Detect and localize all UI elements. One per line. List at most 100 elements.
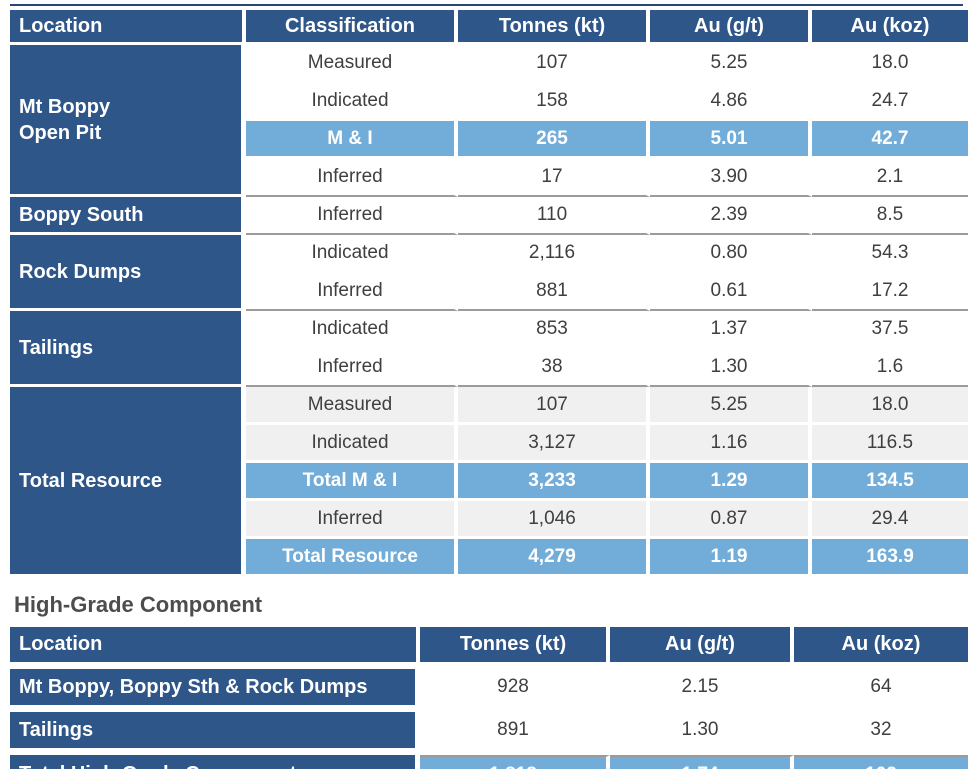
tonnes-cell: 158 xyxy=(458,83,650,121)
table-row: Inferred 38 1.30 1.6 xyxy=(10,349,968,387)
col-header-classification: Classification xyxy=(246,10,458,45)
au-gt-cell: 1.30 xyxy=(650,349,812,387)
classification-cell: Total M & I xyxy=(246,463,458,501)
au-gt-cell: 0.61 xyxy=(650,273,812,311)
au-koz-cell: 116.5 xyxy=(812,425,968,463)
location-cell-tailings: Tailings xyxy=(10,311,246,387)
tonnes-cell: 17 xyxy=(458,159,650,197)
tonnes-cell: 3,233 xyxy=(458,463,650,501)
au-koz-cell: 24.7 xyxy=(812,83,968,121)
classification-cell: Inferred xyxy=(246,501,458,539)
au-koz-cell: 17.2 xyxy=(812,273,968,311)
classification-cell: Measured xyxy=(246,387,458,425)
table-row: Tailings Indicated 853 1.37 37.5 xyxy=(10,311,968,387)
classification-cell: Inferred xyxy=(246,197,458,235)
tonnes-cell: 4,279 xyxy=(458,539,650,577)
tonnes-cell: 881 xyxy=(458,273,650,311)
high-grade-table: Location Tonnes (kt) Au (g/t) Au (koz) M… xyxy=(10,627,968,769)
location-cell-mt-boppy-sth-dumps: Mt Boppy, Boppy Sth & Rock Dumps xyxy=(10,669,420,712)
au-gt-cell: 5.01 xyxy=(650,121,812,159)
classification-cell: Indicated xyxy=(246,311,458,349)
classification-cell: Indicated xyxy=(246,425,458,463)
table-row-highlight: Total High-Grade Component 1,818 1.74 10… xyxy=(10,755,968,769)
col-header-location: Location xyxy=(10,10,246,45)
au-gt-cell: 2.15 xyxy=(610,669,794,712)
tonnes-cell: 265 xyxy=(458,121,650,159)
au-koz-cell: 18.0 xyxy=(812,387,968,425)
au-koz-cell: 134.5 xyxy=(812,463,968,501)
au-koz-cell: 32 xyxy=(794,712,968,755)
table-row: Indicated 158 4.86 24.7 xyxy=(10,83,968,121)
location-cell-rock-dumps: Rock Dumps xyxy=(10,235,246,311)
au-gt-cell: 1.16 xyxy=(650,425,812,463)
table-row: Tailings 891 1.30 32 xyxy=(10,712,968,755)
tonnes-cell: 110 xyxy=(458,197,650,235)
table-row: Inferred 881 0.61 17.2 xyxy=(10,273,968,311)
au-gt-cell: 1.29 xyxy=(650,463,812,501)
high-grade-heading: High-Grade Component xyxy=(14,592,263,617)
au-koz-cell: 42.7 xyxy=(812,121,968,159)
tonnes-cell: 38 xyxy=(458,349,650,387)
tonnes-cell: 3,127 xyxy=(458,425,650,463)
table-header-row: Location Classification Tonnes (kt) Au (… xyxy=(10,10,968,45)
classification-cell: Indicated xyxy=(246,83,458,121)
col-header-tonnes: Tonnes (kt) xyxy=(458,10,650,45)
top-rule xyxy=(10,4,963,6)
col-header-location: Location xyxy=(10,627,420,669)
au-gt-cell: 1.74 xyxy=(610,755,794,769)
location-cell-total-resource: Total Resource xyxy=(10,387,246,577)
col-header-au-gt: Au (g/t) xyxy=(610,627,794,669)
col-header-tonnes: Tonnes (kt) xyxy=(420,627,610,669)
au-gt-cell: 5.25 xyxy=(650,45,812,83)
tonnes-cell: 928 xyxy=(420,669,610,712)
tonnes-cell: 891 xyxy=(420,712,610,755)
classification-cell: Inferred xyxy=(246,159,458,197)
table-row: Inferred 17 3.90 2.1 xyxy=(10,159,968,197)
location-cell-tailings-hg: Tailings xyxy=(10,712,420,755)
au-gt-cell: 0.80 xyxy=(650,235,812,273)
au-koz-cell: 1.6 xyxy=(812,349,968,387)
tonnes-cell: 107 xyxy=(458,45,650,83)
table-row-highlight: Total M & I 3,233 1.29 134.5 xyxy=(10,463,968,501)
mineral-resource-table: Location Classification Tonnes (kt) Au (… xyxy=(10,10,968,577)
classification-cell: Measured xyxy=(246,45,458,83)
location-cell-mt-boppy: Mt Boppy Open Pit xyxy=(10,45,246,197)
classification-cell: Indicated xyxy=(246,235,458,273)
table-row: Indicated 3,127 1.16 116.5 xyxy=(10,425,968,463)
au-gt-cell: 1.19 xyxy=(650,539,812,577)
table-header-row: Location Tonnes (kt) Au (g/t) Au (koz) xyxy=(10,627,968,669)
au-koz-cell: 54.3 xyxy=(812,235,968,273)
classification-cell: Inferred xyxy=(246,349,458,387)
col-header-au-koz: Au (koz) xyxy=(812,10,968,45)
au-koz-cell: 8.5 xyxy=(812,197,968,235)
au-gt-cell: 5.25 xyxy=(650,387,812,425)
au-koz-cell: 2.1 xyxy=(812,159,968,197)
table-row: Inferred 1,046 0.87 29.4 xyxy=(10,501,968,539)
classification-cell: M & I xyxy=(246,121,458,159)
au-gt-cell: 3.90 xyxy=(650,159,812,197)
location-cell-total-high-grade: Total High-Grade Component xyxy=(10,755,420,769)
tonnes-cell: 107 xyxy=(458,387,650,425)
au-gt-cell: 1.37 xyxy=(650,311,812,349)
tonnes-cell: 853 xyxy=(458,311,650,349)
au-gt-cell: 4.86 xyxy=(650,83,812,121)
au-koz-cell: 18.0 xyxy=(812,45,968,83)
au-koz-cell: 29.4 xyxy=(812,501,968,539)
au-koz-cell: 102 xyxy=(794,755,968,769)
au-koz-cell: 163.9 xyxy=(812,539,968,577)
table-row: Rock Dumps Indicated 2,116 0.80 54.3 xyxy=(10,235,968,311)
table-row-highlight: M & I 265 5.01 42.7 xyxy=(10,121,968,159)
table-row: Mt Boppy, Boppy Sth & Rock Dumps 928 2.1… xyxy=(10,669,968,712)
classification-cell: Inferred xyxy=(246,273,458,311)
table-row: Total Resource Measured 107 5.25 18.0 xyxy=(10,387,968,577)
table-row: Boppy South Inferred 110 2.39 8.5 xyxy=(10,197,968,235)
au-koz-cell: 37.5 xyxy=(812,311,968,349)
col-header-au-gt: Au (g/t) xyxy=(650,10,812,45)
au-gt-cell: 1.30 xyxy=(610,712,794,755)
col-header-au-koz: Au (koz) xyxy=(794,627,968,669)
location-cell-boppy-south: Boppy South xyxy=(10,197,246,235)
tonnes-cell: 2,116 xyxy=(458,235,650,273)
tonnes-cell: 1,818 xyxy=(420,755,610,769)
au-gt-cell: 2.39 xyxy=(650,197,812,235)
